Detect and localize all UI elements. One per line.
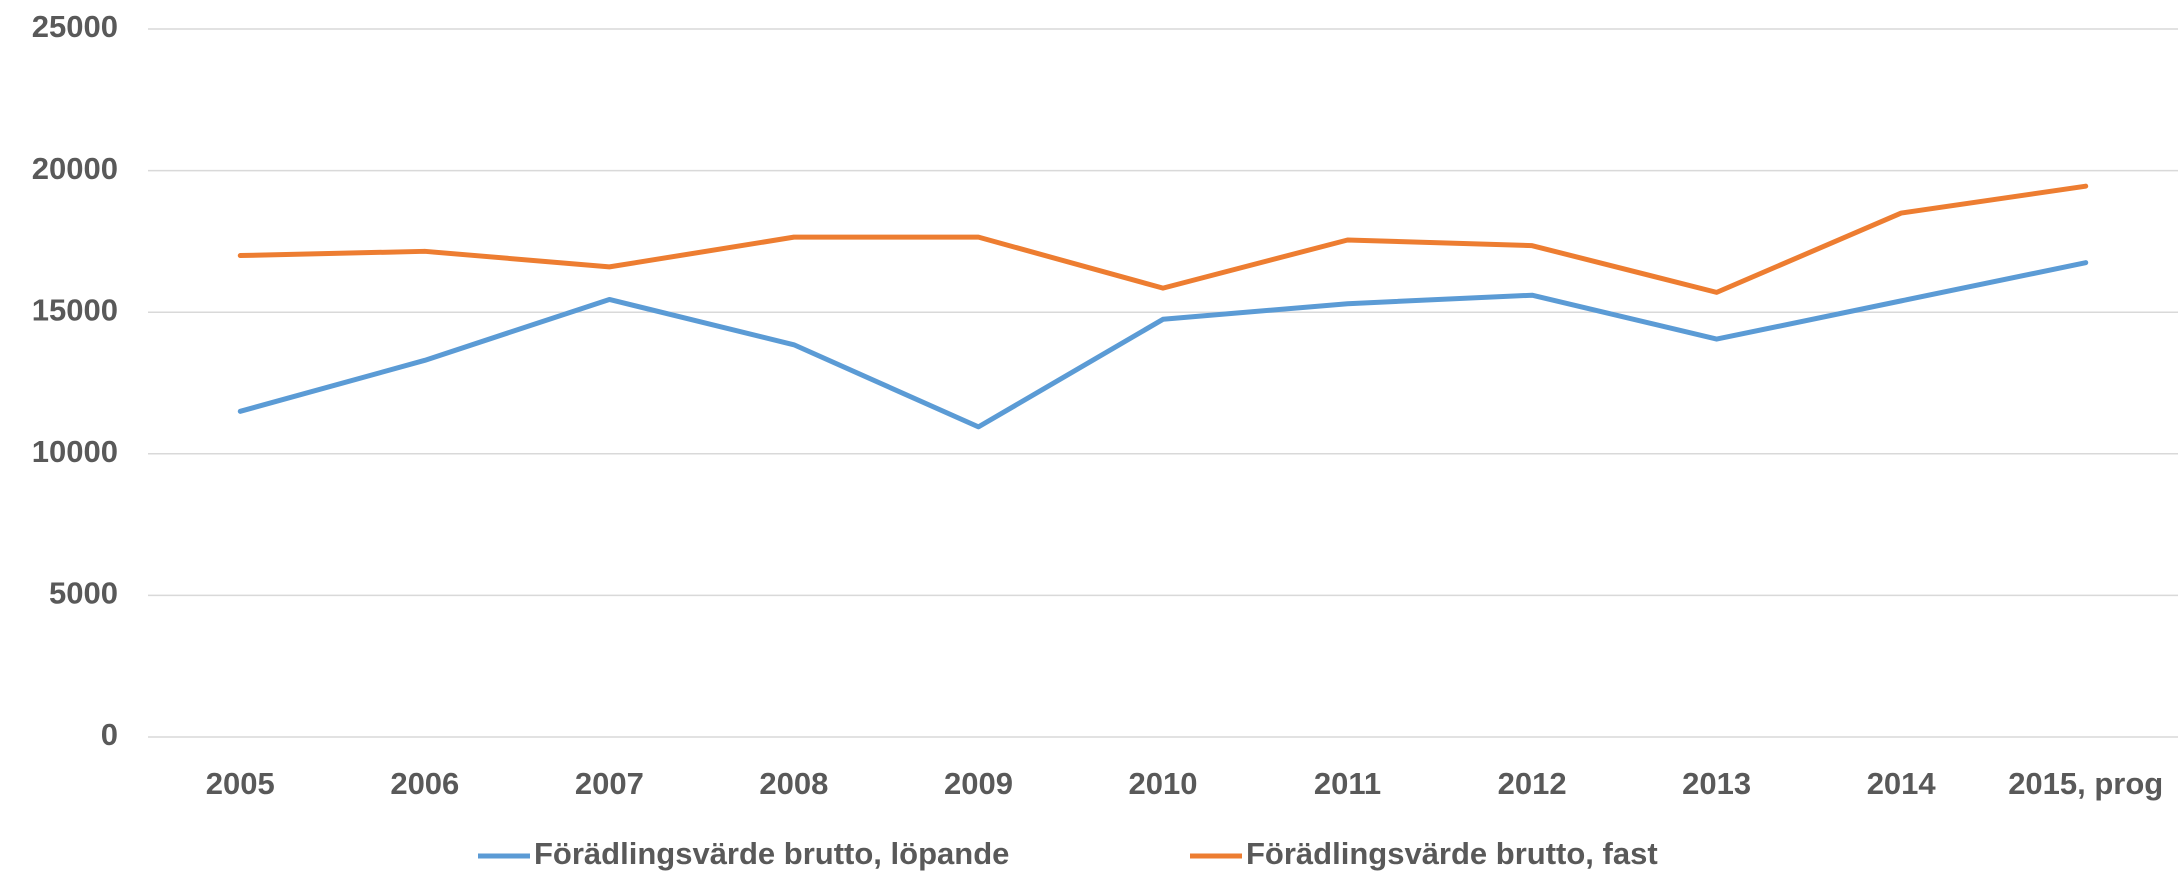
legend-label: Förädlingsvärde brutto, fast — [1246, 836, 1658, 871]
y-tick-label: 0 — [101, 717, 118, 752]
x-tick-label: 2008 — [759, 766, 828, 801]
x-tick-label: 2006 — [390, 766, 459, 801]
y-tick-label: 25000 — [32, 9, 118, 44]
x-tick-label: 2005 — [206, 766, 275, 801]
x-tick-label: 2012 — [1498, 766, 1567, 801]
series-line — [237, 260, 2089, 430]
y-tick-label: 15000 — [32, 292, 118, 327]
x-tick-label: 2015, prog — [2008, 766, 2163, 801]
y-tick-label: 10000 — [32, 434, 118, 469]
legend-label: Förädlingsvärde brutto, löpande — [534, 836, 1009, 871]
x-tick-label: 2010 — [1129, 766, 1198, 801]
x-tick-label: 2007 — [575, 766, 644, 801]
x-tick-label: 2014 — [1867, 766, 1937, 801]
y-tick-label: 5000 — [49, 576, 118, 611]
y-tick-label: 20000 — [32, 151, 118, 186]
x-tick-label: 2009 — [944, 766, 1013, 801]
x-tick-label: 2013 — [1682, 766, 1751, 801]
series-line — [237, 183, 2089, 295]
x-tick-label: 2011 — [1314, 766, 1381, 801]
